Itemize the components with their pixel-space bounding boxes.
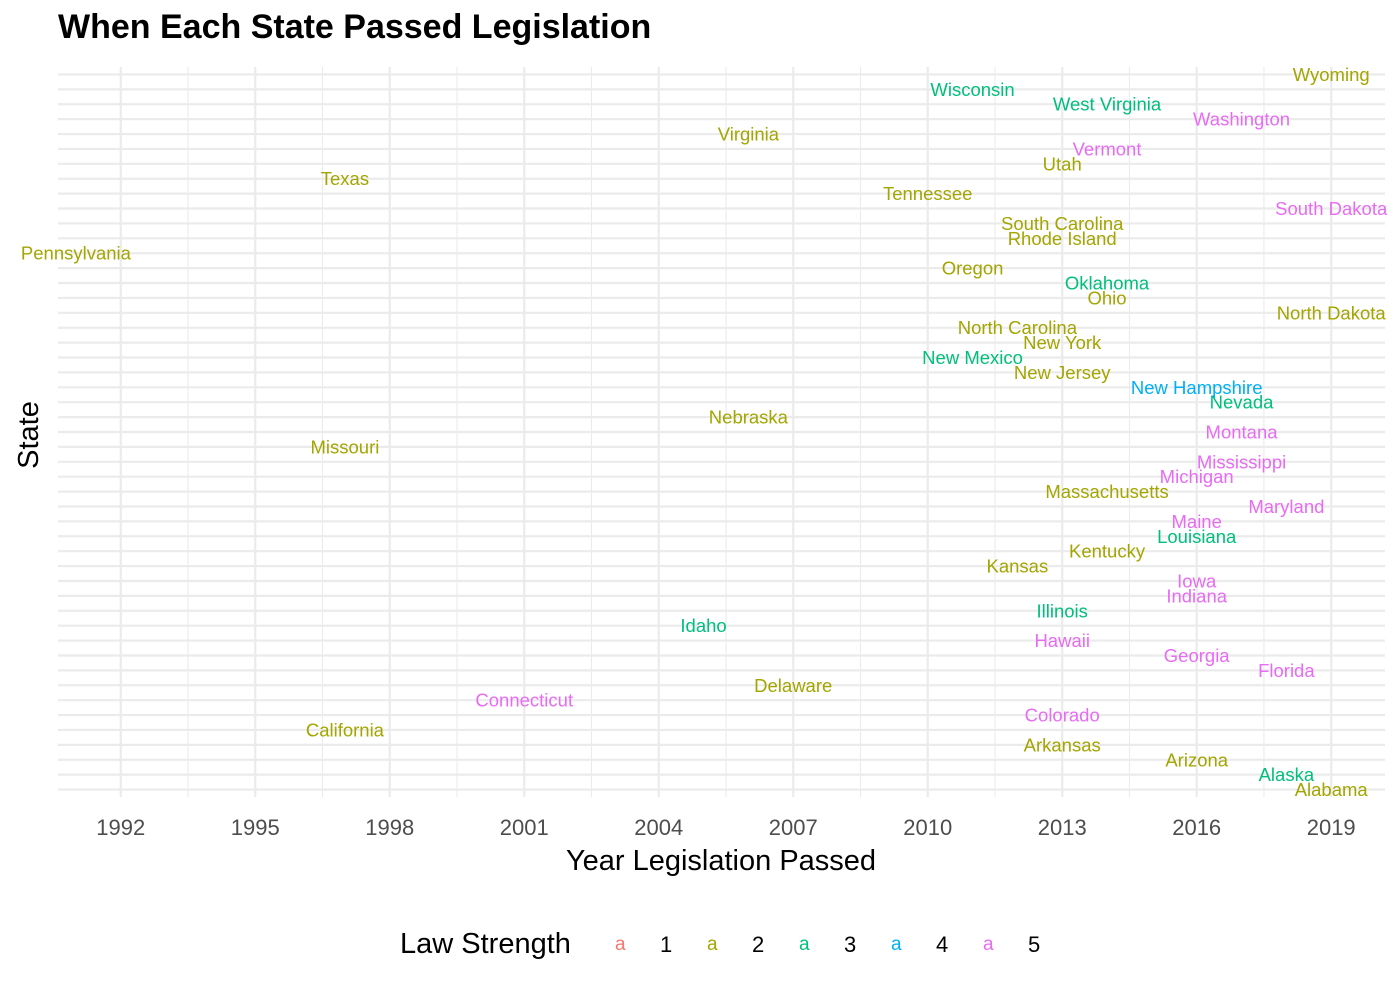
state-label: Delaware [754,675,832,696]
state-label: Louisiana [1157,526,1237,547]
state-label: Virginia [718,124,780,145]
state-label: Utah [1043,153,1082,174]
x-tick-label: 2010 [903,815,952,840]
state-label: Oregon [942,258,1004,279]
state-label: Iowa [1177,570,1217,591]
state-label: New York [1023,332,1102,353]
legend: Law Strength a 1 a 2 a 3 a 4 a 5 [0,920,1400,976]
state-label: South Dakota [1275,198,1388,219]
x-tick-label: 1998 [365,815,414,840]
x-tick-label: 2019 [1307,815,1356,840]
state-label: Washington [1193,109,1290,130]
legend-label: 2 [752,932,765,957]
legend-key-glyph: a [983,934,994,955]
state-label: Massachusetts [1045,481,1168,502]
state-label: Arizona [1165,749,1228,770]
x-tick-label: 2004 [634,815,683,840]
state-label: New Mexico [922,347,1023,368]
legend-label: 5 [1028,932,1041,957]
x-axis-label: Year Legislation Passed [566,845,876,877]
chart-title: When Each State Passed Legislation [58,8,652,46]
legend-key-glyph: a [707,934,718,955]
x-tick-label: 2016 [1172,815,1221,840]
state-label: Georgia [1164,645,1231,666]
state-label: California [306,719,385,740]
state-label: Missouri [310,436,379,457]
state-label: Nevada [1210,392,1274,413]
state-label: Nebraska [709,407,789,428]
state-label: Wisconsin [930,79,1014,100]
state-label: Oklahoma [1065,273,1150,294]
x-tick-label: 2001 [500,815,549,840]
legend-label: 4 [936,932,949,957]
state-label: Wyoming [1293,64,1370,85]
state-label: Kansas [987,556,1049,577]
x-tick-label: 1992 [96,815,145,840]
state-label: Montana [1206,422,1279,443]
state-label: Ohio [1088,287,1127,308]
legend-key-glyph: a [891,934,902,955]
x-tick-label: 1995 [231,815,280,840]
state-label: West Virginia [1053,94,1162,115]
state-label: Colorado [1025,705,1100,726]
state-label: Indiana [1166,585,1227,606]
state-label: Idaho [680,615,726,636]
legend-key-glyph: a [799,934,810,955]
x-axis-ticks: 1992 1995 1998 2001 2004 2007 2010 2013 2016 2019 [96,815,1355,840]
state-label: Pennsylvania [21,243,132,264]
state-label: Michigan [1160,466,1234,487]
grid-lines [58,67,1385,797]
state-label: Mississippi [1197,451,1286,472]
state-label: Maine [1172,511,1222,532]
state-label: Tennessee [883,183,972,204]
state-label: Kentucky [1069,541,1146,562]
legend-label: 3 [844,932,857,957]
state-label: Texas [321,168,369,189]
legend-label: 1 [660,932,673,957]
state-label: New Jersey [1014,362,1111,383]
state-label: Arkansas [1024,734,1101,755]
state-label: South Carolina [1001,213,1124,234]
state-label: Vermont [1073,138,1142,159]
x-tick-label: 2007 [769,815,818,840]
state-label: Maryland [1248,496,1324,517]
state-label: Connecticut [475,690,573,711]
y-axis-label: State [13,401,45,469]
legend-title: Law Strength [400,928,571,960]
state-label: North Carolina [958,317,1078,338]
state-label: North Dakota [1277,302,1387,323]
state-label: Florida [1258,660,1315,681]
state-label: Hawaii [1034,630,1090,651]
state-label: Illinois [1037,600,1088,621]
legend-key-glyph: a [615,934,626,955]
state-label: Alaska [1259,764,1315,785]
x-tick-label: 2013 [1038,815,1087,840]
state-label: Rhode Island [1008,228,1117,249]
state-label: Alabama [1295,779,1369,800]
state-label: New Hampshire [1131,377,1263,398]
